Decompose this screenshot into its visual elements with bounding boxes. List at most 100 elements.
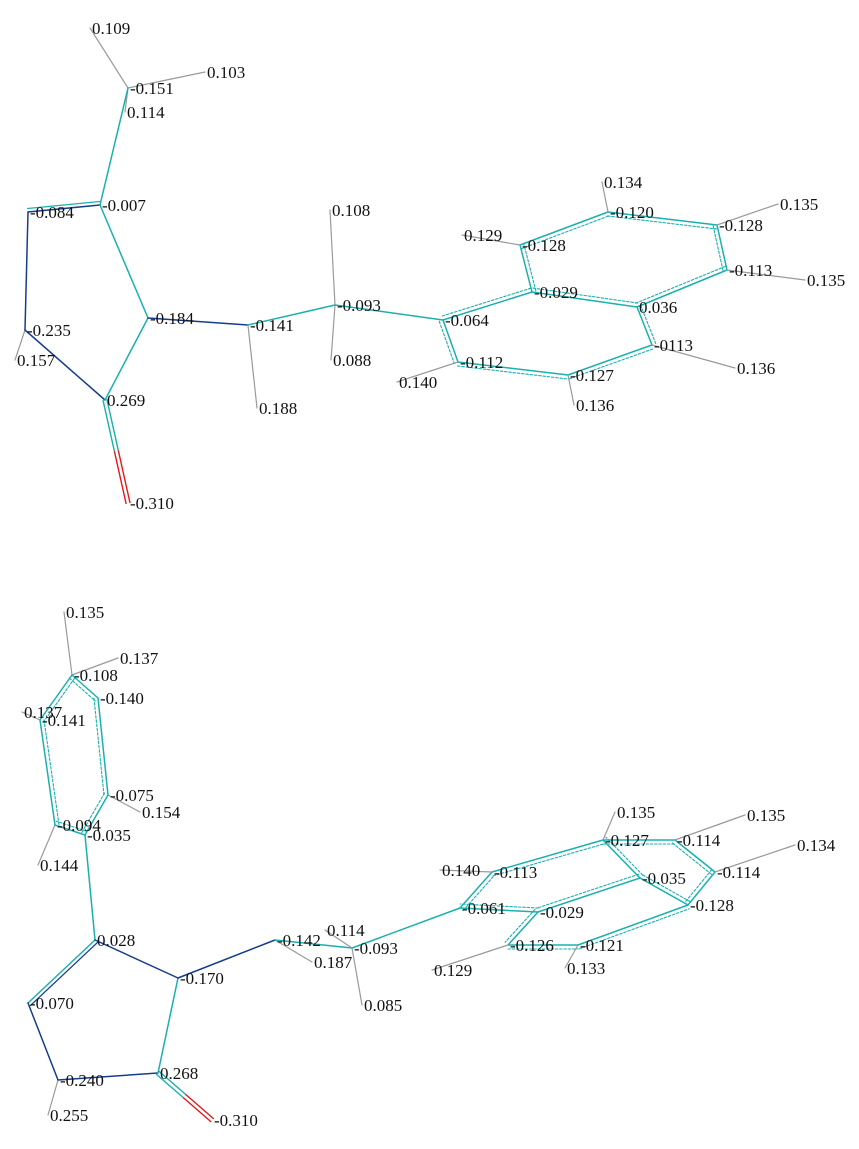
bond-p2-p3 xyxy=(93,697,109,796)
charge-label: -0.127 xyxy=(570,366,614,385)
bond-c1-c6 xyxy=(147,317,249,326)
bond-n2-n3 xyxy=(456,361,569,380)
charge-label: -0.141 xyxy=(250,316,294,335)
bond-c3-c4 xyxy=(24,211,29,331)
charge-label: -0.184 xyxy=(150,309,194,328)
charge-label: 0.134 xyxy=(797,836,836,855)
bond-d7-d_h7b xyxy=(351,947,363,1006)
charge-label: 0.109 xyxy=(92,19,130,38)
charge-label: -0.120 xyxy=(610,203,654,222)
bond-n9-h_n9 xyxy=(716,203,779,226)
bond-d5-d1 xyxy=(157,977,179,1074)
bond-p5-p_h5 xyxy=(37,824,56,866)
charge-label: -0.310 xyxy=(214,1111,258,1130)
charge-label: 0.135 xyxy=(780,195,818,214)
bond-q7-q3 xyxy=(602,836,644,879)
bond-q4-q_h4 xyxy=(674,814,746,841)
charge-label: 0.114 xyxy=(127,103,165,122)
charge-label: -0.126 xyxy=(510,936,554,955)
charge-label: -0.114 xyxy=(677,831,721,850)
bond-q2-q3 xyxy=(491,839,605,877)
charge-label: 0.085 xyxy=(364,996,402,1015)
charge-label: -0.108 xyxy=(74,666,118,685)
bond-p3-p_h3 xyxy=(107,794,141,813)
charge-label: -0.093 xyxy=(354,939,398,958)
bond-c_me-c2 xyxy=(99,87,129,206)
charge-label: 0.135 xyxy=(747,806,785,825)
charge-label: 0.114 xyxy=(327,921,365,940)
bond-q10-q_h10 xyxy=(564,944,579,969)
charge-label: 0.133 xyxy=(567,959,605,978)
charge-label: -0.035 xyxy=(642,869,686,888)
charge-label: -0.127 xyxy=(605,831,649,850)
bond-c6-c7 xyxy=(247,304,336,326)
charge-label: 0.255 xyxy=(50,1106,88,1125)
charge-label: -0.140 xyxy=(100,689,144,708)
charge-label: 0.187 xyxy=(314,953,353,972)
charge-label: -0.007 xyxy=(102,196,146,215)
bond-n3-n4 xyxy=(567,344,654,380)
charge-label: -0.113 xyxy=(494,863,537,882)
bond-c7-h7b xyxy=(330,304,336,361)
bond-c_me-h_me2 xyxy=(127,71,206,89)
bond-d2-d3 xyxy=(27,939,99,1007)
bond-p4-d2 xyxy=(84,834,96,941)
bond-d4-d5 xyxy=(57,1072,159,1081)
bond-p1-p_h1 xyxy=(63,611,73,676)
bond-p1-p_h2 xyxy=(71,657,119,676)
bond-d6-d_h6 xyxy=(274,939,313,963)
charge-label: -0.121 xyxy=(580,936,624,955)
charge-label: -0.310 xyxy=(130,494,174,513)
bond-n1-n2 xyxy=(438,319,459,364)
charge-label: 0.028 xyxy=(97,931,135,950)
charge-label: -0.075 xyxy=(110,786,154,805)
bond-layer xyxy=(21,611,796,1123)
bond-q8-q9 xyxy=(504,908,539,946)
bond-d3-d4 xyxy=(27,1002,59,1081)
bond-c5-c1 xyxy=(104,317,149,401)
charge-label: 0.103 xyxy=(207,63,245,82)
bond-n5-n6 xyxy=(531,287,639,308)
bond-d4-d_h4 xyxy=(47,1079,59,1116)
charge-label: 0.140 xyxy=(399,373,437,392)
bond-c4-h4 xyxy=(14,329,26,361)
bond-d7-q1 xyxy=(351,907,461,949)
bond-n8-h_n8 xyxy=(601,181,609,213)
charge-label: 0.135 xyxy=(807,271,845,290)
charge-label: 0.136 xyxy=(737,359,775,378)
bond-c7-n1 xyxy=(334,304,444,321)
charge-label: 0.108 xyxy=(332,201,370,220)
charge-label: 0.135 xyxy=(617,803,655,822)
bond-q10-q6 xyxy=(577,904,690,950)
charge-label: 0.140 xyxy=(442,861,480,880)
charge-label: -0.240 xyxy=(60,1071,104,1090)
bond-n6-n1 xyxy=(441,287,533,321)
bond-q2-q_h2 xyxy=(439,869,493,873)
bond-c7-h7a xyxy=(329,209,336,306)
charge-label: 0.144 xyxy=(40,856,79,875)
charge-label: -0.128 xyxy=(522,236,566,255)
bond-n9-n10 xyxy=(712,224,728,272)
charge-label: 0.269 xyxy=(107,391,145,410)
bond-c5-o1 xyxy=(102,398,131,505)
charge-label: -0.061 xyxy=(462,899,506,918)
bond-n8-n9 xyxy=(606,211,718,230)
charge-label: -0.151 xyxy=(130,79,174,98)
bond-d7-d_h7a xyxy=(324,929,353,949)
bond-layer xyxy=(14,27,806,505)
bond-q9-q_h9 xyxy=(431,944,509,971)
charge-label: -0.093 xyxy=(337,296,381,315)
charge-label: 0.137 xyxy=(120,649,159,668)
charge-label: 0.188 xyxy=(259,399,297,418)
bond-c4-c5 xyxy=(24,329,106,401)
bond-c6-h6 xyxy=(247,324,258,409)
charge-label: -0.114 xyxy=(717,863,761,882)
bond-c2-c3 xyxy=(27,200,101,213)
bond-d1-d2 xyxy=(94,939,179,979)
bond-p6-p1 xyxy=(39,674,76,723)
bond-q8-q1 xyxy=(459,903,539,913)
bond-d1-d6 xyxy=(177,939,276,979)
bond-n2-h_n2 xyxy=(396,361,459,383)
charge-label: 0.154 xyxy=(142,803,181,822)
